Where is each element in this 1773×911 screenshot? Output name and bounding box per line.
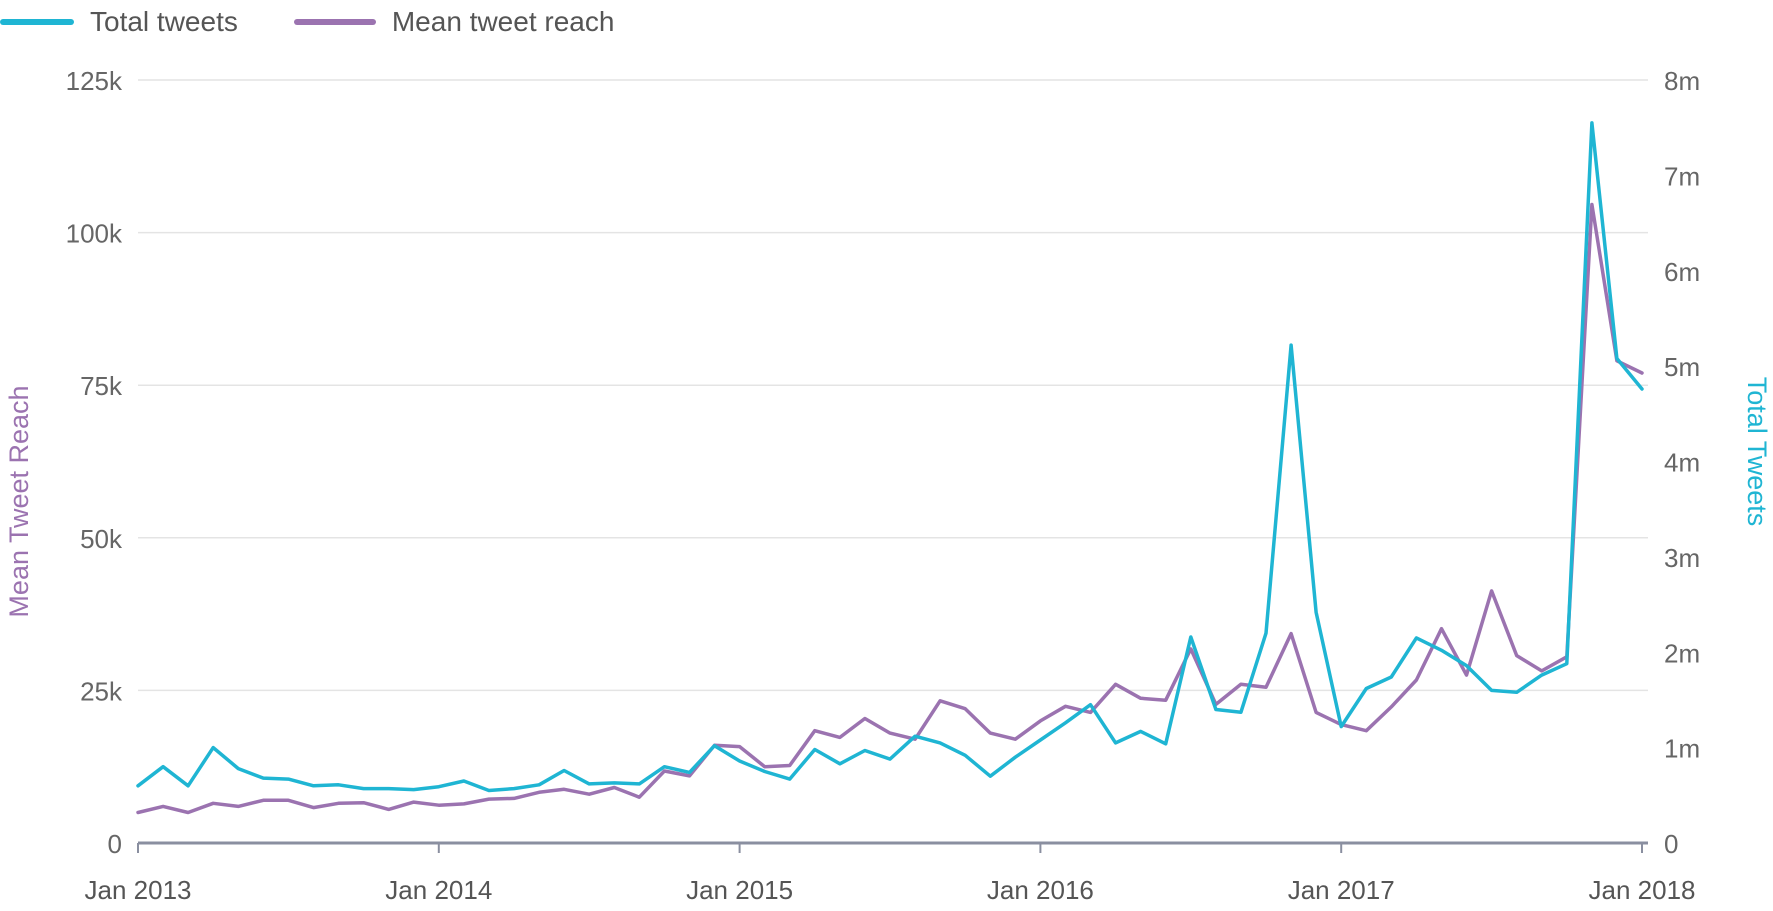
left-axis-ticks: 0 25k 50k 75k 100k 125k	[66, 66, 123, 859]
legend-swatch-total-tweets	[0, 19, 74, 25]
series-line-mean-tweet-reach[interactable]	[136, 202, 1644, 815]
left-tick-label: 50k	[80, 524, 123, 554]
x-tick-label: Jan 2016	[987, 875, 1094, 905]
left-tick-label: 100k	[66, 219, 123, 249]
left-tick-label: 75k	[80, 371, 123, 401]
right-tick-label: 2m	[1664, 638, 1700, 668]
x-tick-label: Jan 2018	[1589, 875, 1696, 905]
x-tick-label: Jan 2017	[1288, 875, 1395, 905]
right-tick-label: 6m	[1664, 257, 1700, 287]
right-axis-title: Total Tweets	[1742, 377, 1772, 527]
x-axis-ticks: Jan 2013 Jan 2014 Jan 2015 Jan 2016 Jan 2017…	[85, 843, 1696, 905]
legend-label-mean-tweet-reach: Mean tweet reach	[391, 6, 615, 37]
x-tick-label: Jan 2015	[686, 875, 793, 905]
right-tick-label: 8m	[1664, 66, 1700, 96]
legend: Total tweets Mean tweet reach	[0, 0, 670, 44]
series-lines	[136, 121, 1644, 815]
x-tick-label: Jan 2014	[385, 875, 492, 905]
series-line-total-tweets[interactable]	[136, 121, 1644, 793]
right-tick-label: 4m	[1664, 448, 1700, 478]
right-axis-ticks: 0 1m 2m 3m 4m 5m 6m 7m 8m	[1664, 66, 1700, 859]
legend-swatch-mean-tweet-reach	[293, 19, 376, 25]
gridlines	[138, 79, 1648, 845]
legend-item-mean-tweet-reach[interactable]: Mean tweet reach	[293, 6, 615, 38]
right-tick-label: 1m	[1664, 734, 1700, 764]
right-tick-label: 7m	[1664, 161, 1700, 191]
right-tick-label: 5m	[1664, 352, 1700, 382]
left-tick-label: 0	[108, 829, 122, 859]
right-tick-label: 0	[1664, 829, 1678, 859]
legend-item-total-tweets[interactable]: Total tweets	[0, 6, 238, 38]
left-tick-label: 25k	[80, 676, 123, 706]
left-axis-title: Mean Tweet Reach	[4, 385, 34, 617]
left-tick-label: 125k	[66, 66, 123, 96]
legend-label-total-tweets: Total tweets	[90, 6, 238, 37]
right-tick-label: 3m	[1664, 543, 1700, 573]
x-tick-label: Jan 2013	[85, 875, 192, 905]
